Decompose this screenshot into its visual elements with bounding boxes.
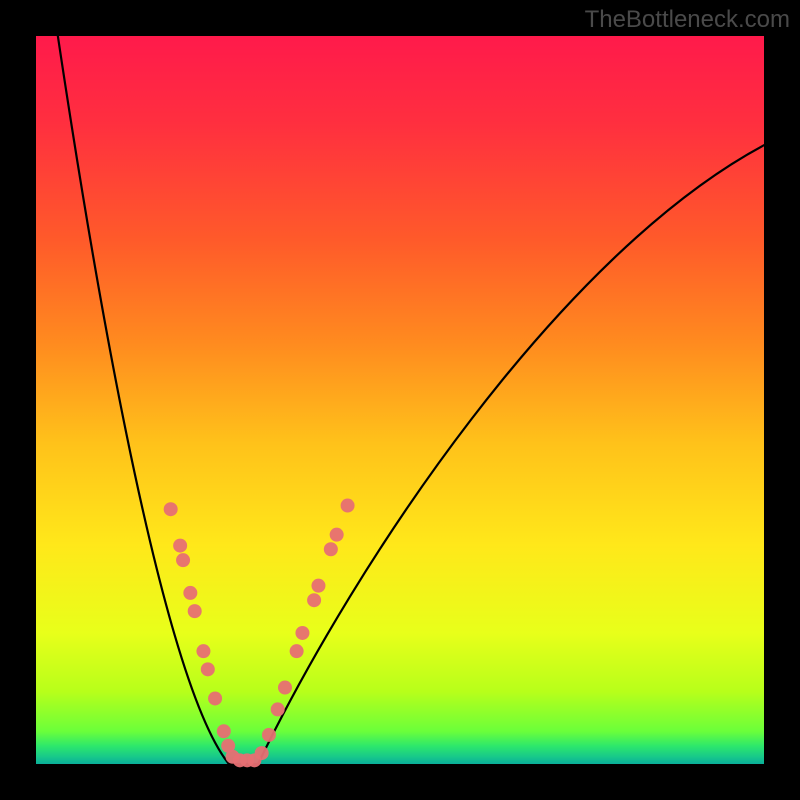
data-marker <box>271 702 285 716</box>
data-marker <box>295 626 309 640</box>
data-marker <box>290 644 304 658</box>
data-marker <box>201 662 215 676</box>
chart-stage: TheBottleneck.com <box>0 0 800 800</box>
data-marker <box>330 528 344 542</box>
data-marker <box>307 593 321 607</box>
data-marker <box>188 604 202 618</box>
data-marker <box>173 539 187 553</box>
data-marker <box>255 746 269 760</box>
data-marker <box>311 579 325 593</box>
watermark-text: TheBottleneck.com <box>585 6 790 34</box>
data-marker <box>196 644 210 658</box>
data-marker <box>278 681 292 695</box>
data-marker <box>217 724 231 738</box>
data-marker <box>262 728 276 742</box>
data-marker <box>324 542 338 556</box>
data-marker <box>208 691 222 705</box>
gradient-background <box>36 36 764 764</box>
data-marker <box>164 502 178 516</box>
chart-svg <box>0 0 800 800</box>
data-marker <box>341 499 355 513</box>
data-marker <box>183 586 197 600</box>
data-marker <box>176 553 190 567</box>
